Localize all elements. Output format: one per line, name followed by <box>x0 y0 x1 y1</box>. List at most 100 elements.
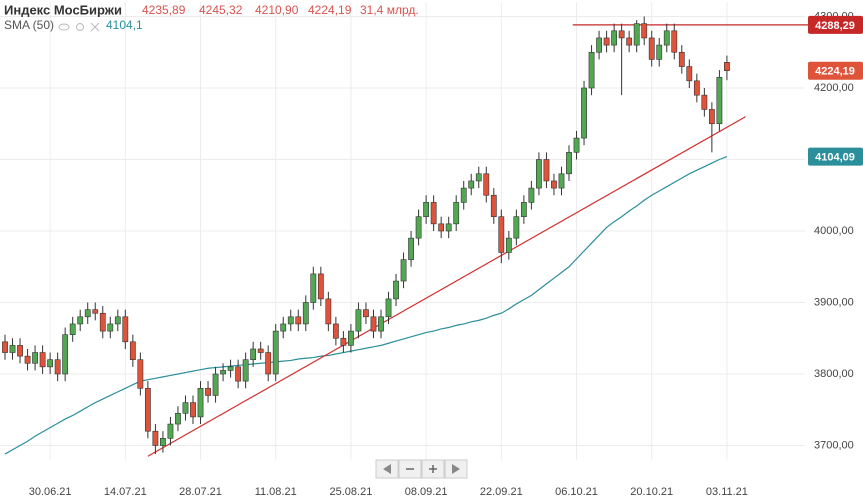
candle-body <box>272 330 279 375</box>
candle-body <box>663 30 670 46</box>
y-tick-label: 4200,00 <box>814 82 854 94</box>
x-tick-label: 11.08.21 <box>255 486 297 498</box>
candle-body <box>310 273 317 303</box>
candle-body <box>363 309 369 318</box>
x-tick-label: 30.06.21 <box>29 486 72 498</box>
open-value: 4235,89 <box>142 3 186 17</box>
candle-body <box>92 309 99 314</box>
candle-body <box>197 387 204 418</box>
candle-body <box>250 348 257 361</box>
candle-body <box>32 352 38 364</box>
x-tick-label: 08.09.21 <box>405 486 448 498</box>
candle-body <box>581 87 587 139</box>
candle-body <box>671 30 678 53</box>
left-arrow <box>383 464 391 474</box>
candle-body <box>656 44 663 60</box>
right-arrow <box>452 464 460 474</box>
candle-body <box>445 223 452 232</box>
candle-body <box>543 159 550 182</box>
plus-icon <box>429 465 437 473</box>
candle-body <box>235 366 242 382</box>
candle-body <box>129 341 136 361</box>
candle-body <box>242 359 249 382</box>
trend-line <box>147 116 747 457</box>
candle-body <box>701 94 708 110</box>
candle-body <box>566 152 572 175</box>
candle-body <box>17 345 23 357</box>
price-label-box <box>808 15 863 34</box>
candle-body <box>62 334 69 375</box>
candle-body <box>69 323 76 335</box>
candle-body <box>107 323 114 332</box>
instrument-name: Индекс МосБиржи <box>4 2 122 17</box>
candle-body <box>558 173 565 189</box>
candle-body <box>408 237 414 260</box>
sma-icons[interactable] <box>58 22 100 32</box>
plot <box>2 16 863 457</box>
candle-body <box>325 298 332 325</box>
candle-body <box>295 316 302 325</box>
high-value: 4245,32 <box>199 3 243 17</box>
candle-body <box>144 387 151 432</box>
candle-body <box>475 173 482 182</box>
candle-body <box>588 51 595 89</box>
candle-body <box>9 345 16 353</box>
candle-body <box>54 359 61 375</box>
candle-body <box>415 216 422 239</box>
close-icon[interactable] <box>90 22 100 32</box>
candle-body <box>430 202 437 225</box>
candle-body <box>182 402 189 414</box>
candle-body <box>340 337 347 346</box>
candle-body <box>400 259 407 282</box>
candle-body <box>460 187 467 203</box>
candle-body <box>167 423 174 439</box>
price-labels: 4288,29 4224,19 4104,09 <box>808 15 863 166</box>
candle-body <box>317 273 324 300</box>
settings-icon[interactable] <box>76 23 84 31</box>
candle-body <box>212 373 219 396</box>
candle-body <box>39 352 46 368</box>
candle-body <box>77 316 84 325</box>
candle-body <box>520 202 527 217</box>
candle-body <box>385 298 392 318</box>
candle-body <box>122 316 129 343</box>
candle-body <box>24 355 31 364</box>
candle-body <box>513 216 520 239</box>
candle-body <box>160 438 166 446</box>
candle-body <box>641 23 648 39</box>
candle-body <box>393 280 399 300</box>
candle-body <box>573 137 580 153</box>
candle-body <box>708 109 715 125</box>
candle-body <box>84 309 91 318</box>
candle-body <box>137 359 144 389</box>
sma-name: SMA (50) <box>4 18 54 32</box>
candle-body <box>618 30 625 39</box>
close-value: 4224,19 <box>308 3 352 17</box>
candle-body <box>287 316 294 325</box>
price-label-box <box>808 61 863 80</box>
price-label: 4288,29 <box>815 20 855 32</box>
navigation <box>375 459 468 479</box>
candle-body <box>596 37 602 53</box>
x-tick-label: 14.07.21 <box>104 486 147 498</box>
price-label: 4224,19 <box>815 66 855 78</box>
candle-body <box>152 430 159 446</box>
x-tick-label: 03.11.21 <box>706 486 748 498</box>
candle-body <box>693 80 700 96</box>
sma-line <box>4 156 728 455</box>
candle-body <box>528 187 535 203</box>
candle-body <box>490 194 497 218</box>
candle-body <box>257 348 264 353</box>
y-tick-label: 3700,00 <box>814 439 854 451</box>
candle-body <box>227 366 234 371</box>
candle-body <box>47 359 54 368</box>
y-tick-label: 3800,00 <box>814 368 854 380</box>
x-tick-label: 06.10.21 <box>555 486 598 498</box>
candle-body <box>378 316 384 332</box>
price-label: 4104,09 <box>815 151 855 163</box>
candle-body <box>175 413 181 425</box>
candle-body <box>302 302 309 325</box>
eye-icon[interactable] <box>58 23 70 31</box>
candle-body <box>483 173 490 196</box>
